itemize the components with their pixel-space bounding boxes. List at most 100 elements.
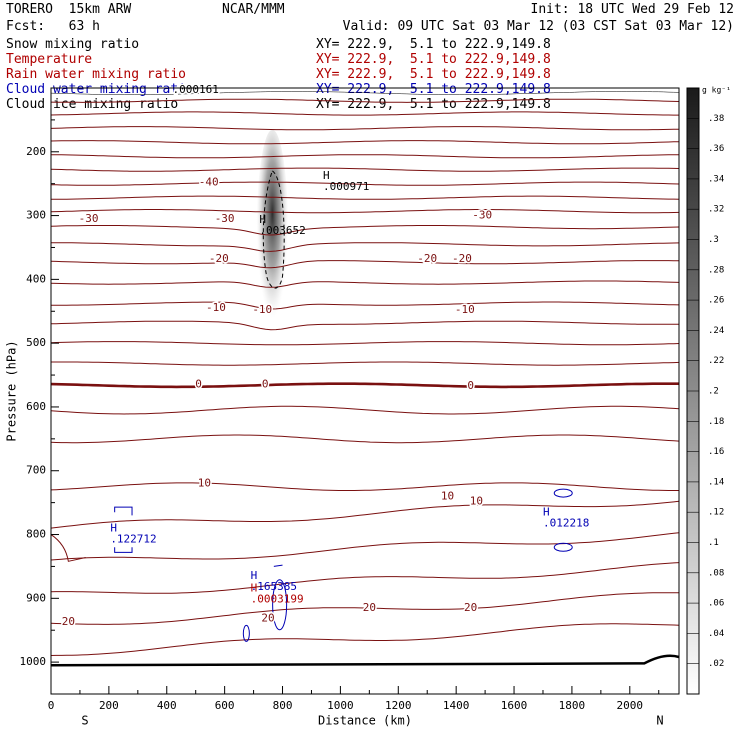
cloud-water-contour [242,624,250,642]
isotherm-line [50,209,680,214]
maximum-marker: H [251,569,258,582]
y-axis-label: Pressure (hPa) [5,340,19,441]
maximum-marker: H [110,522,117,535]
isotherm-label: -10 [252,303,272,316]
colorbar-tick-label: .34 [708,174,724,184]
field-name-rain: Rain water mixing ratio [6,67,187,82]
cloud-water-contour [553,488,573,498]
field-name-cloud-water: Cloud water mixing ratio [6,82,194,97]
isotherm-label: -10 [455,303,475,316]
colorbar-tick-label: .1 [708,538,719,548]
x-axis-label: Distance (km) [318,714,412,728]
isotherm-line [50,320,680,331]
colorbar-unit: g kg⁻¹ [702,86,731,95]
colorbar-tick-label: .26 [708,296,724,306]
isotherm-label: -20 [452,252,472,265]
isotherm-label: -20 [417,252,437,265]
cloud-ice-contour [262,170,285,289]
terrain-contour [50,534,86,562]
maximum-value: .000971 [323,180,369,193]
maximum-marker: H [543,506,550,519]
cloud-water-contour [114,506,133,516]
colorbar-tick-label: .28 [708,265,724,275]
maximum-marker: H [259,213,266,226]
x-tick-label: 600 [215,699,235,712]
x-tick-label: 1200 [385,699,412,712]
field-name-snow: Snow mixing ratio [6,37,140,52]
x-tick-label: 1400 [443,699,470,712]
isotherm-line [50,260,679,269]
maximum-value: .012218 [543,517,589,530]
isotherm-label: 10 [441,489,454,502]
x-tick-label: 1800 [559,699,586,712]
maximum-value: .165385 [251,580,297,593]
field-xy-temperature: XY= 222.9, 5.1 to 222.9,149.8 [316,52,551,67]
isotherm-line [50,140,680,145]
isotherm-line [50,434,680,444]
colorbar-tick-label: .08 [708,568,724,578]
maximum-value: .0003199 [251,593,304,606]
y-tick-label: 900 [26,591,46,604]
cloud-water-contour [273,564,283,567]
isotherm-line [50,280,680,288]
isotherm-line [50,225,680,236]
surface-line [50,654,680,667]
isotherm-line [50,592,679,625]
cloud-water-contour [272,579,288,631]
isotherm-line [50,562,680,594]
forecast-hour: Fcst: 63 h [6,19,100,34]
isotherm-label: 20 [363,601,376,614]
colorbar-tick-label: .12 [708,508,724,518]
isotherm-label: -10 [206,301,226,314]
maximum-value: .122712 [110,533,156,546]
isotherm-line [50,126,680,131]
x-tick-label: 1600 [501,699,528,712]
top-contour-label: .000161 [173,83,219,96]
y-tick-label: 300 [26,209,46,222]
field-xy-rain: XY= 222.9, 5.1 to 222.9,149.8 [316,67,551,82]
isotherm-line [50,154,679,159]
init-time: Init: 18 UTC Wed 29 Feb 12 [530,2,735,17]
x-tick-label: 1000 [327,699,354,712]
field-xy-snow: XY= 222.9, 5.1 to 222.9,149.8 [316,37,551,52]
isotherm-label: -30 [215,212,235,225]
isotherm-label: 10 [470,494,483,507]
colorbar-tick-label: .38 [708,114,724,124]
isotherm-label: -40 [199,175,219,188]
field-name-temperature: Temperature [6,52,93,67]
colorbar-tick-label: .06 [708,599,724,609]
isotherm-line [50,623,680,656]
y-tick-label: 800 [26,528,46,541]
plot-frame [50,87,680,695]
x-tick-label: 200 [99,699,119,712]
colorbar-tick-label: .02 [708,659,724,669]
colorbar-tick-label: .24 [708,326,724,336]
cloud-water-contour [553,542,573,552]
y-tick-label: 200 [26,145,46,158]
isotherm-line [51,361,680,366]
isotherm-line [50,167,680,172]
isotherm-label: -20 [209,252,229,265]
y-tick-label: 1000 [20,655,47,668]
colorbar-tick-label: .22 [708,356,724,366]
model-title: TORERO 15km ARW [6,2,132,17]
maximum-marker: H [251,582,258,595]
isotherm-line [51,195,680,200]
x-end-label-s: S [81,714,88,728]
isotherm-label: 0 [195,378,202,391]
isotherm-label: 20 [261,612,274,625]
x-tick-label: 400 [157,699,177,712]
isotherm-label: 20 [464,601,477,614]
isotherm-line [50,341,680,346]
isotherm-line [50,532,680,561]
x-tick-label: 800 [273,699,293,712]
isotherm-label: 10 [198,476,211,489]
isotherm-label: -30 [472,209,492,222]
x-end-label-n: N [656,714,663,728]
isotherm-line [50,98,680,103]
y-tick-label: 600 [26,400,46,413]
maximum-marker: H [323,169,330,182]
colorbar-tick-label: .3 [708,235,719,245]
isotherm-label: -30 [79,212,99,225]
